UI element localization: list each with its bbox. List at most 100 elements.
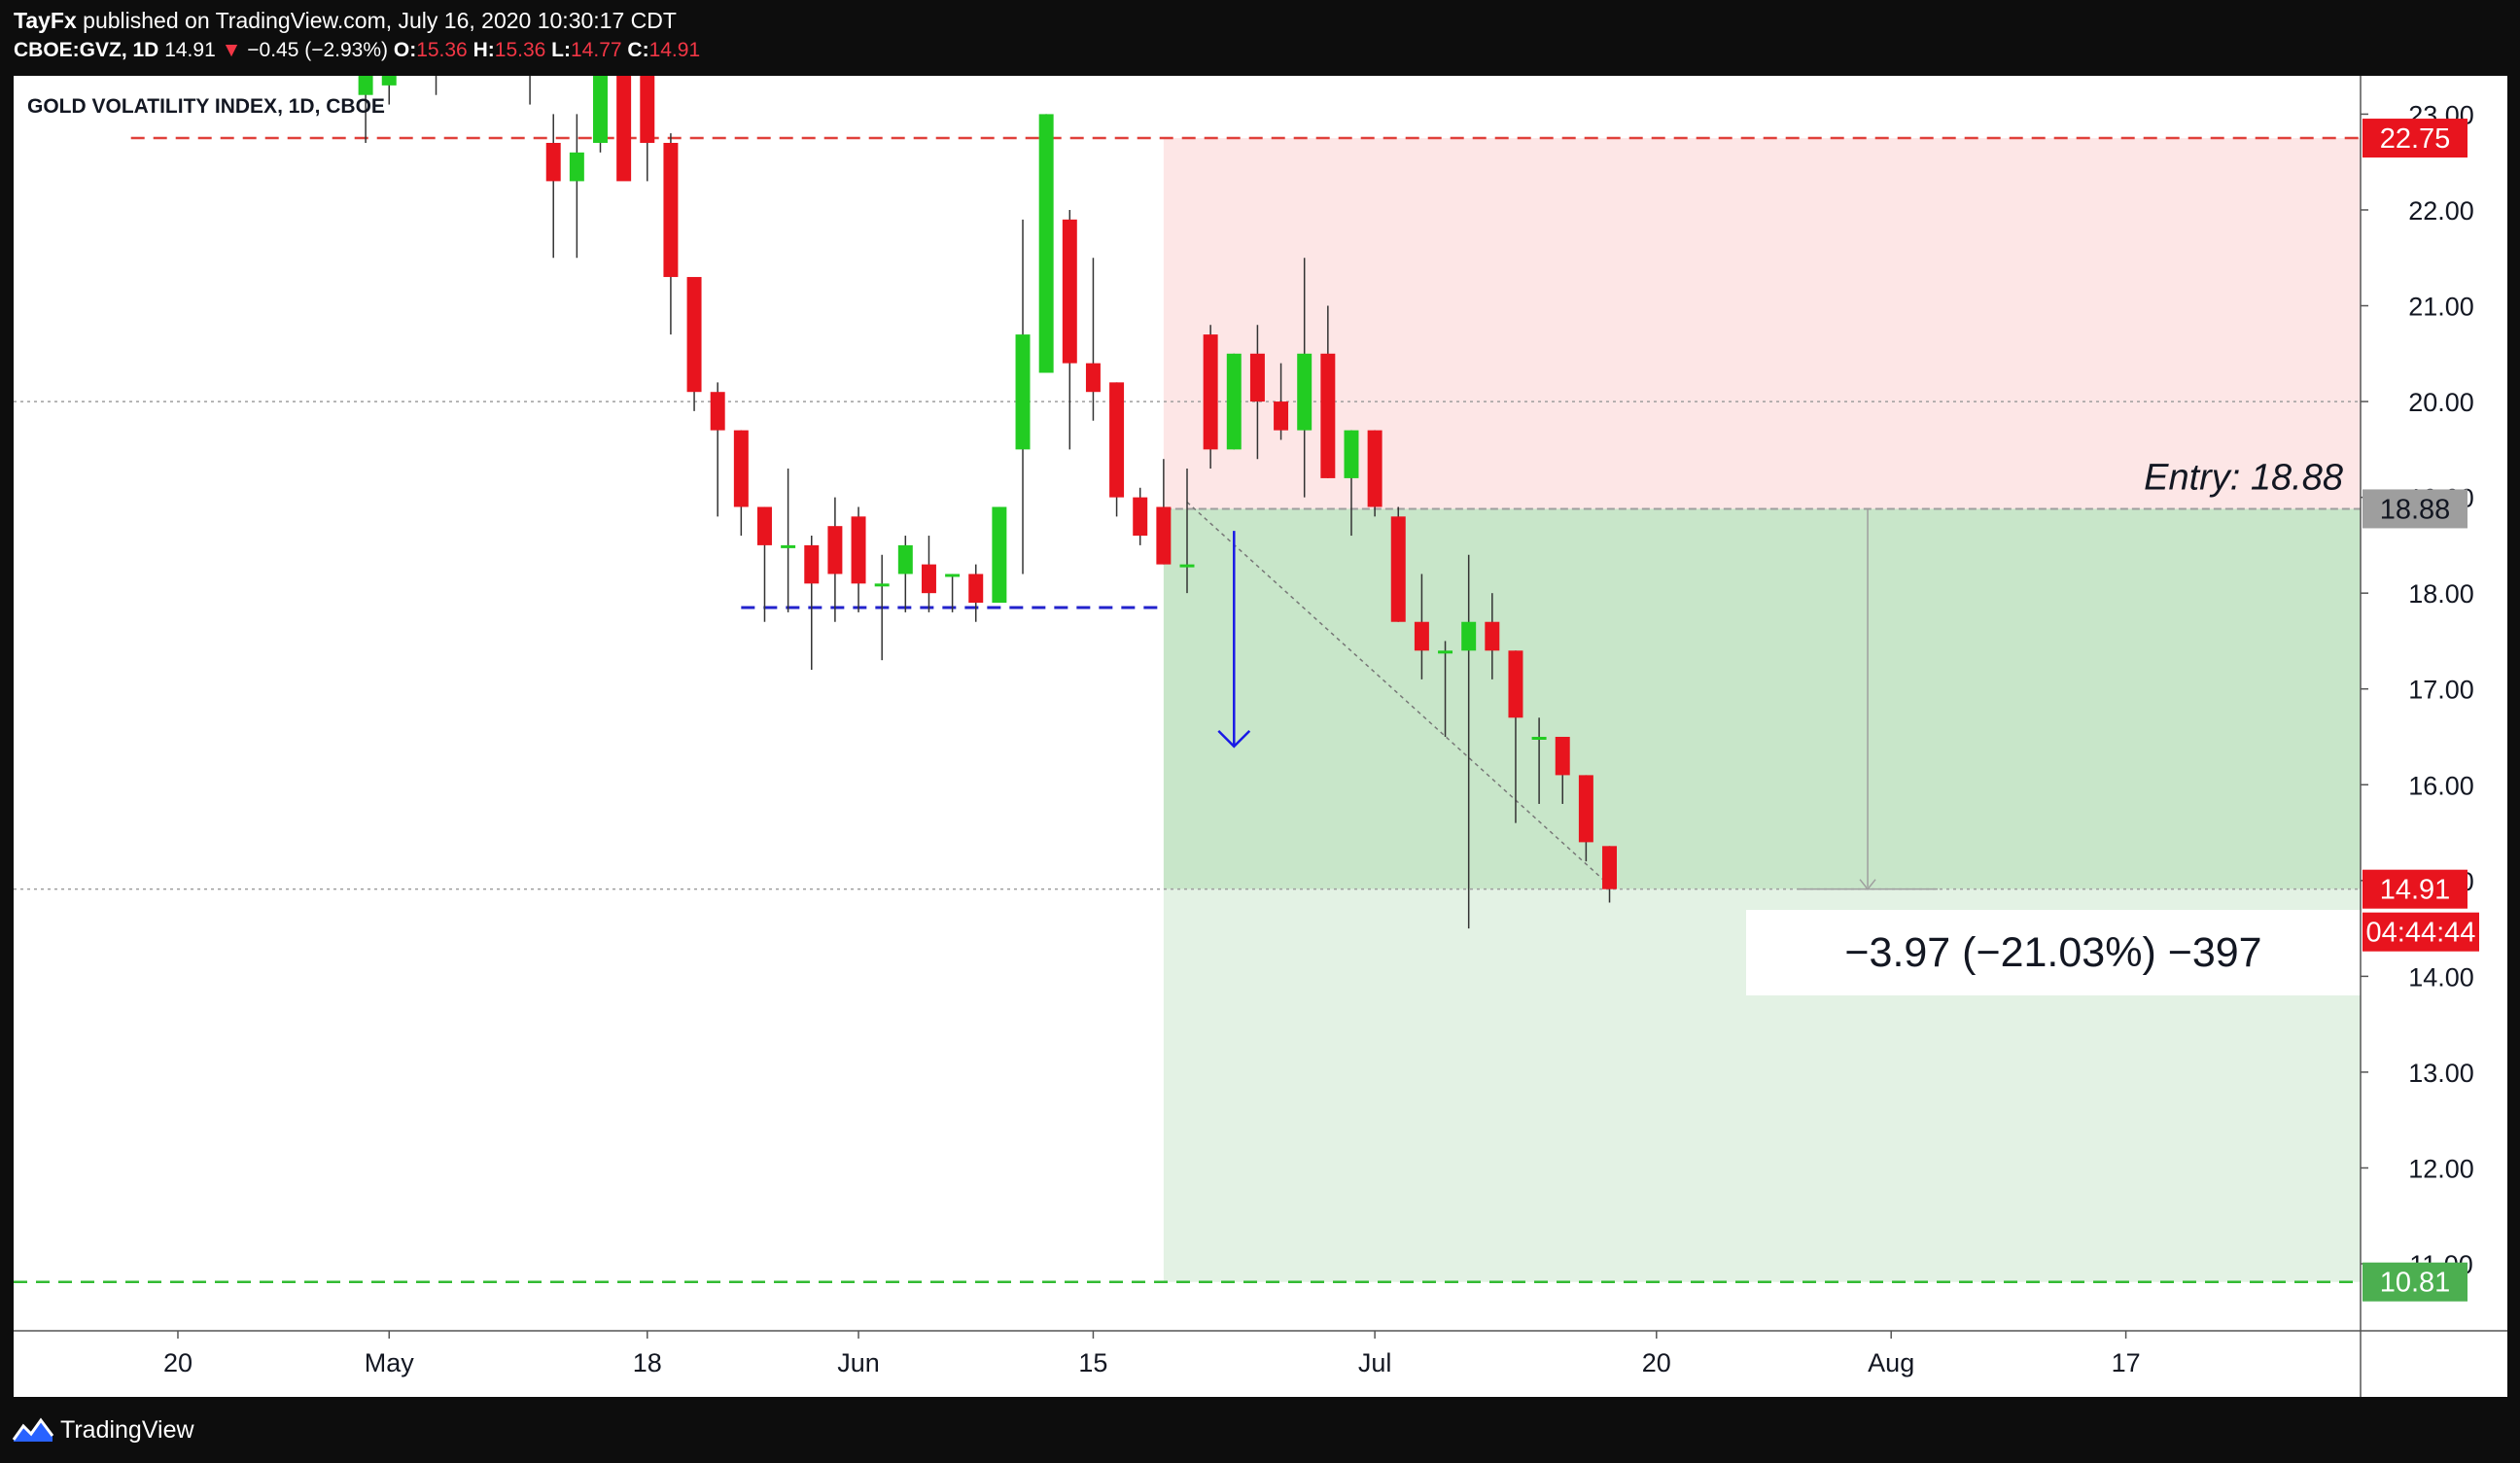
candle-body bbox=[1438, 650, 1453, 654]
candle bbox=[1203, 325, 1218, 470]
candle bbox=[1578, 775, 1593, 862]
x-tick-label: 20 bbox=[1642, 1348, 1671, 1377]
candle-body bbox=[804, 544, 820, 584]
chart-header: TayFx published on TradingView.com, July… bbox=[0, 0, 2520, 76]
y-tick-label: 22.00 bbox=[2408, 196, 2474, 226]
candle-body bbox=[663, 142, 679, 277]
candle-body bbox=[756, 506, 772, 545]
candle-body bbox=[1414, 621, 1429, 651]
candle-body bbox=[968, 574, 984, 604]
candle bbox=[1109, 382, 1125, 517]
candle bbox=[804, 536, 820, 671]
candle bbox=[1226, 353, 1242, 450]
candle-body bbox=[358, 66, 373, 95]
candle-body bbox=[827, 526, 843, 575]
candle-body bbox=[897, 544, 913, 575]
y-tick-label: 20.00 bbox=[2408, 388, 2474, 417]
candle-body bbox=[1602, 846, 1618, 889]
x-tick-label: Jun bbox=[837, 1348, 880, 1377]
candle-body bbox=[1531, 736, 1547, 740]
candle bbox=[992, 506, 1007, 604]
y-tick-label: 13.00 bbox=[2408, 1059, 2474, 1088]
y-tick-label: 14.00 bbox=[2408, 962, 2474, 992]
chart-title: GOLD VOLATILITY INDEX, 1D, CBOE bbox=[27, 95, 385, 118]
candle-body bbox=[1461, 621, 1477, 651]
high-label: H: bbox=[472, 39, 495, 61]
result-label-box bbox=[1746, 910, 2361, 995]
candle bbox=[921, 536, 936, 612]
chart-area[interactable]: GOLD VOLATILITY INDEX, 1D, CBOE Entry: 18… bbox=[14, 66, 2507, 1397]
tradingview-logo-icon[interactable] bbox=[12, 1414, 54, 1446]
candle-body bbox=[1249, 353, 1265, 402]
candle-body bbox=[781, 544, 796, 548]
candle bbox=[897, 536, 913, 612]
low-label: L: bbox=[551, 39, 571, 61]
last-price: 14.91 bbox=[164, 39, 216, 61]
close-label: C: bbox=[627, 39, 649, 61]
candle bbox=[1085, 258, 1101, 421]
price-tag-box bbox=[2362, 489, 2468, 529]
candle bbox=[1508, 650, 1523, 823]
candle bbox=[1179, 469, 1195, 594]
candle-body bbox=[1578, 775, 1593, 843]
candle bbox=[1414, 574, 1429, 679]
price-chart[interactable]: GOLD VOLATILITY INDEX, 1D, CBOE Entry: 18… bbox=[14, 66, 2507, 1397]
candle bbox=[710, 382, 725, 517]
candle bbox=[1485, 593, 1500, 679]
price-tag-box bbox=[2362, 869, 2468, 909]
candle-body bbox=[1390, 516, 1406, 622]
entry-label: Entry: 18.88 bbox=[2144, 457, 2343, 498]
candle bbox=[616, 66, 632, 182]
change-value: −0.45 (−2.93%) bbox=[247, 39, 389, 61]
candle-body bbox=[616, 66, 632, 182]
candle bbox=[827, 497, 843, 622]
x-tick-label: Jul bbox=[1358, 1348, 1392, 1377]
candle-body bbox=[1226, 353, 1242, 450]
price-tag: 14.91 bbox=[2362, 869, 2468, 909]
candle bbox=[733, 430, 749, 537]
y-tick-label: 21.00 bbox=[2408, 293, 2474, 322]
candle-body bbox=[710, 392, 725, 431]
candle-body bbox=[1179, 564, 1195, 568]
candle-body bbox=[545, 142, 561, 182]
close-value: 14.91 bbox=[648, 39, 701, 61]
candle-body bbox=[921, 564, 936, 594]
x-tick-label: May bbox=[365, 1348, 415, 1377]
symbol-label[interactable]: CBOE:GVZ, 1D bbox=[14, 39, 159, 61]
ohlc-legend: CBOE:GVZ, 1D 14.91 ▼ −0.45 (−2.93%) O:15… bbox=[14, 39, 700, 62]
footer-brand[interactable]: TradingView bbox=[60, 1416, 194, 1444]
candle-body bbox=[1133, 497, 1148, 537]
candle-body bbox=[640, 66, 655, 143]
price-tag-label: 10.81 bbox=[2380, 1268, 2451, 1299]
candle-body bbox=[1297, 353, 1312, 431]
x-tick-label: 15 bbox=[1078, 1348, 1107, 1377]
projection-arrow-icon bbox=[1217, 729, 1251, 749]
candle-body bbox=[593, 66, 608, 143]
candle-body bbox=[1344, 430, 1359, 478]
candle bbox=[1133, 487, 1148, 545]
countdown-box bbox=[2362, 912, 2479, 952]
candle bbox=[1602, 846, 1618, 903]
candle bbox=[968, 564, 984, 622]
candle bbox=[593, 66, 608, 153]
low-value: 14.77 bbox=[571, 39, 622, 61]
trendline bbox=[1186, 501, 1611, 887]
candle bbox=[569, 114, 584, 259]
stop-loss-zone bbox=[1163, 138, 2361, 509]
y-tick-label: 18.00 bbox=[2408, 579, 2474, 609]
publish-info: TayFx published on TradingView.com, July… bbox=[14, 8, 677, 34]
candle bbox=[1390, 506, 1406, 622]
price-tag-label: 22.75 bbox=[2380, 123, 2451, 155]
candle-body bbox=[1367, 430, 1382, 507]
candle bbox=[1015, 219, 1031, 575]
price-tag-label: 18.88 bbox=[2380, 494, 2451, 525]
candle bbox=[522, 66, 538, 105]
candle-body bbox=[1485, 621, 1500, 651]
candle bbox=[429, 66, 444, 95]
footer: TradingView bbox=[0, 1397, 2520, 1463]
candle-body bbox=[1274, 401, 1289, 431]
candle bbox=[851, 506, 866, 612]
change-arrow-icon: ▼ bbox=[221, 39, 242, 61]
author-name[interactable]: TayFx bbox=[14, 8, 77, 33]
candle bbox=[1367, 430, 1382, 517]
